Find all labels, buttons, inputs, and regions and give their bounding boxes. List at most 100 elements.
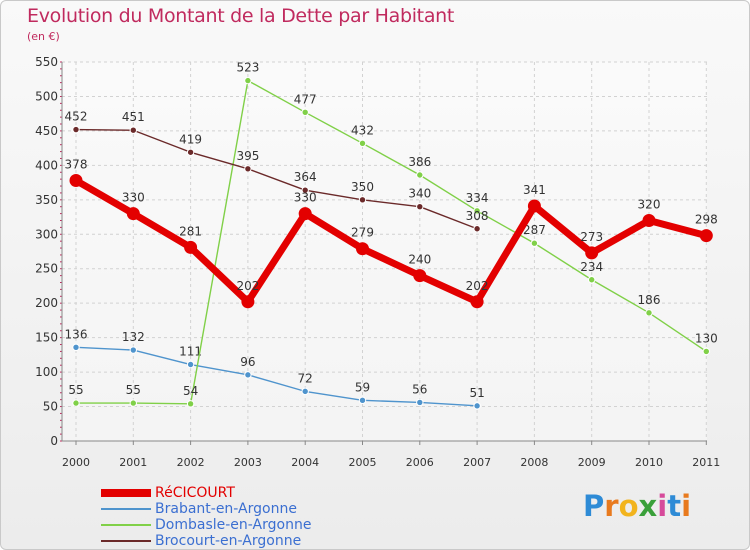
x-tick-label: 2005 [349, 456, 377, 469]
legend-swatch [101, 489, 151, 497]
data-point [301, 186, 309, 194]
data-label: 202 [466, 279, 489, 293]
y-tick-label: 250 [35, 262, 58, 276]
data-point [530, 239, 539, 247]
logo-letter: o [618, 489, 639, 523]
y-tick-label: 450 [35, 124, 58, 138]
data-point [298, 207, 312, 221]
logo-letter: P [583, 489, 605, 523]
series-0: 378 330 281 202 330 279 240 202 341 273 320 298 [65, 158, 718, 309]
x-tick-label: 2004 [291, 456, 319, 469]
data-label: 186 [638, 293, 661, 307]
data-point [642, 213, 656, 227]
data-label: 378 [65, 158, 88, 172]
data-point [72, 125, 80, 134]
data-label: 287 [523, 223, 546, 237]
logo-letter: t [667, 489, 682, 523]
data-point [416, 203, 424, 211]
x-tick-label: 2011 [692, 456, 720, 469]
data-point [645, 309, 653, 317]
data-point [129, 126, 138, 134]
data-point [585, 246, 599, 260]
x-tick-label: 2000 [62, 456, 90, 469]
data-label: 350 [351, 180, 374, 194]
data-point [416, 398, 424, 407]
series-line [75, 128, 478, 230]
data-label: 136 [65, 327, 88, 341]
data-label: 308 [466, 209, 489, 223]
data-label: 419 [179, 132, 202, 146]
series-line [72, 177, 710, 306]
y-tick-label: 0 [50, 434, 58, 448]
data-point [184, 240, 198, 254]
legend-label: Brocourt-en-Argonne [155, 533, 302, 549]
logo-letter: i [681, 489, 692, 523]
legend-label: RéCICOURT [155, 485, 235, 501]
data-point [413, 269, 427, 283]
proxiti-logo: Proxiti [583, 489, 691, 523]
logo-letter: r [604, 489, 619, 523]
data-label: 130 [695, 331, 718, 345]
y-tick-label: 100 [35, 365, 58, 379]
data-point [69, 174, 83, 188]
y-tick-label: 400 [35, 158, 58, 172]
data-label: 281 [179, 224, 202, 238]
data-label: 234 [580, 260, 603, 274]
data-label: 320 [638, 197, 661, 211]
series-line [75, 79, 707, 405]
legend-swatch [101, 508, 151, 510]
data-point [473, 207, 481, 215]
data-label: 240 [408, 253, 431, 267]
data-point [72, 399, 80, 407]
data-point [699, 229, 713, 243]
data-point [301, 387, 309, 396]
x-tick-label: 2006 [406, 456, 434, 469]
data-point [244, 165, 252, 173]
x-tick-label: 2002 [177, 456, 205, 469]
data-point [358, 396, 367, 405]
chart-title: Evolution du Montant de la Dette par Hab… [27, 5, 455, 27]
data-label: 452 [65, 110, 88, 124]
logo-letter: x [638, 489, 658, 523]
series-2: 55 55 54 523 477 432 386 334 287 234 186 130 [68, 61, 718, 408]
y-tick-label: 350 [35, 193, 58, 207]
series-1: 136 132 111 96 72 59 56 51 [65, 327, 485, 410]
data-point [356, 242, 369, 256]
data-label: 298 [695, 213, 718, 227]
data-label: 364 [294, 170, 317, 184]
x-tick-label: 2010 [635, 456, 663, 469]
data-point [72, 343, 80, 351]
data-label: 51 [469, 386, 484, 400]
data-point [416, 171, 424, 179]
data-label: 56 [412, 382, 427, 396]
data-point [241, 295, 255, 309]
x-tick-label: 2007 [463, 456, 491, 469]
data-point [186, 148, 195, 156]
x-tick-label: 2008 [520, 456, 548, 469]
data-label: 341 [523, 183, 546, 197]
data-label: 55 [126, 383, 141, 397]
data-label: 96 [240, 355, 255, 369]
data-label: 432 [351, 123, 374, 137]
plot-area [62, 62, 707, 441]
data-label: 330 [294, 191, 317, 205]
y-tick-label: 50 [43, 400, 58, 414]
data-point [129, 399, 138, 407]
data-point [588, 276, 596, 284]
data-point [470, 295, 484, 309]
x-tick-label: 2001 [119, 456, 147, 469]
data-label: 55 [68, 383, 83, 397]
x-tick-label: 2003 [234, 456, 262, 469]
logo-letter: i [657, 489, 668, 523]
data-label: 54 [183, 384, 198, 398]
data-label: 395 [236, 149, 259, 163]
y-tick-label: 550 [35, 55, 58, 69]
chart-subtitle: (en €) [27, 30, 60, 43]
data-point [527, 199, 541, 213]
legend-swatch [101, 540, 151, 542]
data-label: 202 [236, 279, 259, 293]
series-3: 452 451 419 395 364 350 340 308 [65, 110, 489, 233]
data-label: 132 [122, 330, 145, 344]
